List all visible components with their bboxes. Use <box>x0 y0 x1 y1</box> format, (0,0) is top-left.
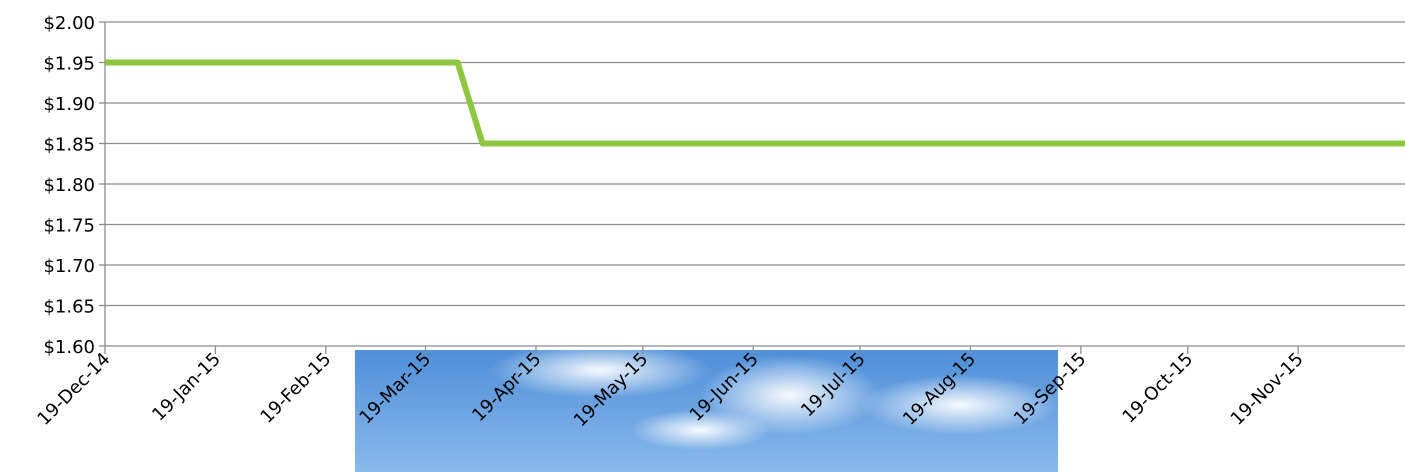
y-tick-label: $1.60 <box>43 337 95 358</box>
y-tick-label: $1.95 <box>43 54 95 75</box>
x-tick-label: 19-Jan-15 <box>148 349 225 426</box>
x-tick-label: 19-Nov-15 <box>1227 349 1308 430</box>
x-tick-label: 19-Oct-15 <box>1118 349 1197 428</box>
y-tick-label: $1.90 <box>43 94 95 115</box>
y-tick-label: $2.00 <box>43 13 95 34</box>
y-tick-label: $1.80 <box>43 175 95 196</box>
y-tick-label: $1.75 <box>43 216 95 237</box>
y-tick-label: $1.65 <box>43 297 95 318</box>
chart: $1.60 $1.65 $1.70 $1.75 $1.80 $1.85 $1.90 $1.95… <box>0 0 1405 472</box>
y-tick-label: $1.70 <box>43 256 95 277</box>
y-tick-label: $1.85 <box>43 135 95 156</box>
x-tick-label: 19-Feb-15 <box>256 349 335 428</box>
x-tick-label: 19-Dec-14 <box>33 349 114 430</box>
